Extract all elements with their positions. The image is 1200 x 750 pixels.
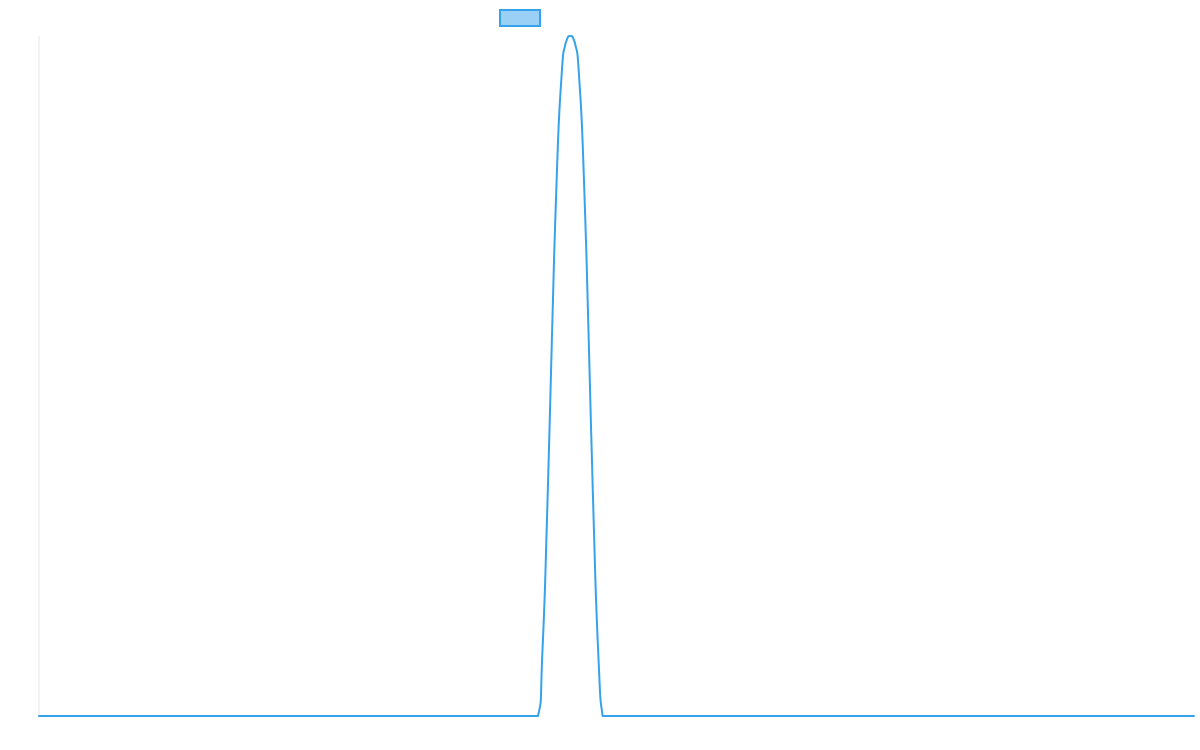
legend-swatch[interactable] bbox=[499, 9, 541, 27]
series-layer bbox=[38, 35, 1195, 718]
series-line bbox=[38, 35, 1195, 718]
legend[interactable] bbox=[499, 9, 541, 27]
